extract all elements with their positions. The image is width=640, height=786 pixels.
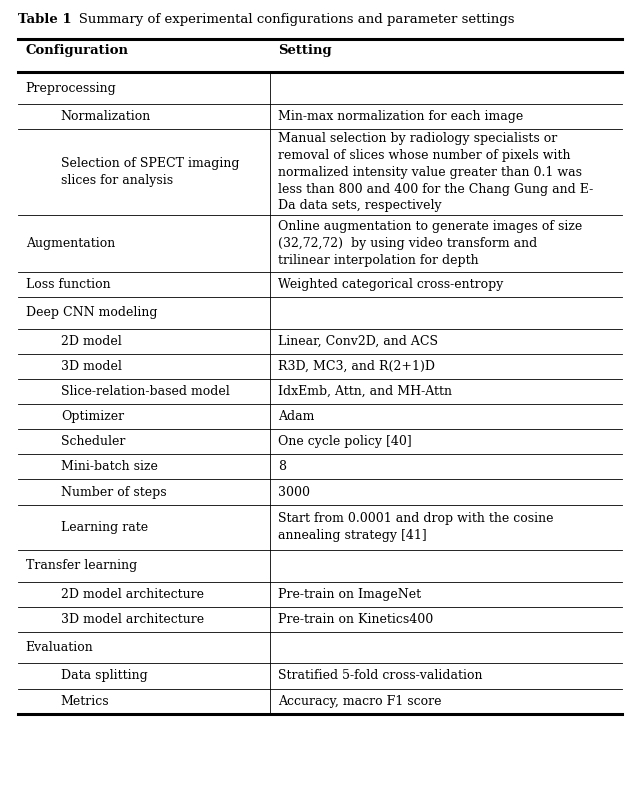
Text: Data splitting: Data splitting xyxy=(61,670,148,682)
Text: 2D model architecture: 2D model architecture xyxy=(61,588,204,601)
Text: Stratified 5-fold cross-validation: Stratified 5-fold cross-validation xyxy=(278,670,483,682)
Text: Configuration: Configuration xyxy=(26,44,129,57)
Text: Start from 0.0001 and drop with the cosine: Start from 0.0001 and drop with the cosi… xyxy=(278,512,554,526)
Text: Optimizer: Optimizer xyxy=(61,410,124,423)
Text: 3000: 3000 xyxy=(278,486,310,498)
Text: annealing strategy [41]: annealing strategy [41] xyxy=(278,529,427,542)
Text: Evaluation: Evaluation xyxy=(26,641,93,654)
Text: Da data sets, respectively: Da data sets, respectively xyxy=(278,200,442,212)
Text: Manual selection by radiology specialists or: Manual selection by radiology specialist… xyxy=(278,132,557,145)
Text: Accuracy, macro F1 score: Accuracy, macro F1 score xyxy=(278,695,442,707)
Text: Mini-batch size: Mini-batch size xyxy=(61,461,157,473)
Text: 8: 8 xyxy=(278,461,286,473)
Text: Min-max normalization for each image: Min-max normalization for each image xyxy=(278,110,524,123)
Text: Normalization: Normalization xyxy=(61,110,151,123)
Text: Setting: Setting xyxy=(278,44,332,57)
Text: Selection of SPECT imaging: Selection of SPECT imaging xyxy=(61,157,239,171)
Text: removal of slices whose number of pixels with: removal of slices whose number of pixels… xyxy=(278,149,571,162)
Text: (32,72,72)  by using video transform and: (32,72,72) by using video transform and xyxy=(278,237,538,250)
Text: Slice-relation-based model: Slice-relation-based model xyxy=(61,385,230,398)
Text: slices for analysis: slices for analysis xyxy=(61,174,173,187)
Text: less than 800 and 400 for the Chang Gung and E-: less than 800 and 400 for the Chang Gung… xyxy=(278,182,593,196)
Text: trilinear interpolation for depth: trilinear interpolation for depth xyxy=(278,254,479,267)
Text: Weighted categorical cross-entropy: Weighted categorical cross-entropy xyxy=(278,278,504,291)
Text: 2D model: 2D model xyxy=(61,335,122,347)
Text: Scheduler: Scheduler xyxy=(61,435,125,448)
Text: Adam: Adam xyxy=(278,410,314,423)
Text: Preprocessing: Preprocessing xyxy=(26,82,116,94)
Text: Number of steps: Number of steps xyxy=(61,486,166,498)
Text: normalized intensity value greater than 0.1 was: normalized intensity value greater than … xyxy=(278,166,582,178)
Text: Summary of experimental configurations and parameter settings: Summary of experimental configurations a… xyxy=(66,13,515,27)
Text: IdxEmb, Attn, and MH-Attn: IdxEmb, Attn, and MH-Attn xyxy=(278,385,452,398)
Text: Online augmentation to generate images of size: Online augmentation to generate images o… xyxy=(278,220,582,233)
Text: Augmentation: Augmentation xyxy=(26,237,115,250)
Text: Deep CNN modeling: Deep CNN modeling xyxy=(26,307,157,319)
Text: 3D model architecture: 3D model architecture xyxy=(61,613,204,626)
Text: Transfer learning: Transfer learning xyxy=(26,560,137,572)
Text: Linear, Conv2D, and ACS: Linear, Conv2D, and ACS xyxy=(278,335,438,347)
Text: Pre-train on Kinetics400: Pre-train on Kinetics400 xyxy=(278,613,433,626)
Text: Pre-train on ImageNet: Pre-train on ImageNet xyxy=(278,588,421,601)
Text: Metrics: Metrics xyxy=(61,695,109,707)
Text: Learning rate: Learning rate xyxy=(61,521,148,534)
Text: Table 1: Table 1 xyxy=(18,13,72,27)
Text: One cycle policy [40]: One cycle policy [40] xyxy=(278,435,412,448)
Text: Loss function: Loss function xyxy=(26,278,110,291)
Text: 3D model: 3D model xyxy=(61,360,122,373)
Text: R3D, MC3, and R(2+1)D: R3D, MC3, and R(2+1)D xyxy=(278,360,435,373)
